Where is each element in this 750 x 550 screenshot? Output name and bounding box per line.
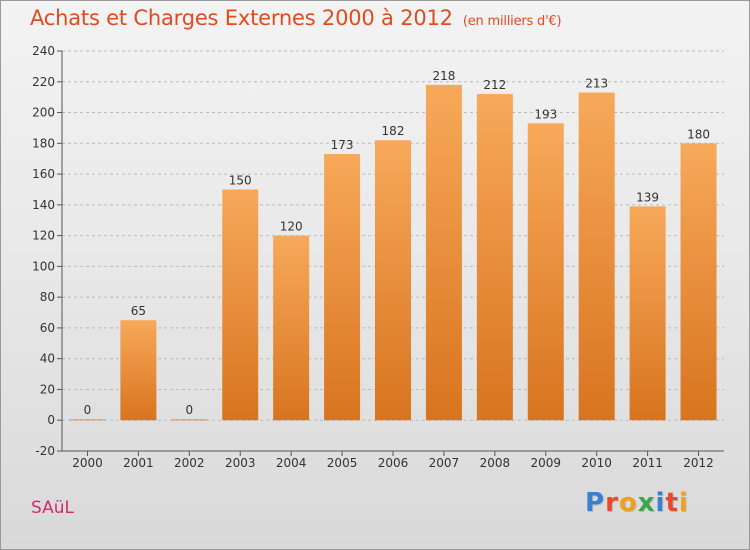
data-label: 65	[131, 304, 146, 318]
data-label: 139	[636, 190, 659, 204]
bar	[476, 94, 513, 421]
x-tick-label: 2001	[123, 456, 154, 470]
data-label: 120	[280, 220, 303, 234]
y-tick-label: 80	[40, 290, 55, 304]
chart-title-text: Achats et Charges Externes 2000 à 2012	[30, 6, 453, 30]
y-tick-label: 140	[32, 198, 55, 212]
y-tick-label: 20	[40, 382, 55, 396]
logo-letter: x	[637, 488, 656, 518]
x-tick-label: 2008	[480, 456, 511, 470]
y-tick-label: 160	[32, 167, 55, 181]
data-label: 0	[84, 403, 92, 417]
data-label: 0	[185, 403, 193, 417]
logo-letter: r	[605, 488, 619, 518]
x-tick-label: 2004	[276, 456, 307, 470]
data-label: 218	[432, 69, 455, 83]
x-tick-label: 2000	[72, 456, 103, 470]
bar	[171, 419, 208, 421]
bar	[222, 189, 259, 421]
logo-letter: P	[585, 488, 606, 518]
bar	[324, 154, 361, 421]
bar	[120, 320, 157, 421]
x-tick-label: 2007	[429, 456, 460, 470]
logo-letter: i	[678, 488, 689, 518]
proxiti-logo: Proxiti	[585, 488, 689, 518]
x-tick-label: 2009	[530, 456, 561, 470]
x-tick-label: 2006	[378, 456, 409, 470]
y-tick-label: 200	[32, 106, 55, 120]
data-label: 212	[483, 78, 506, 92]
bar	[69, 419, 106, 421]
logo-letter: t	[665, 488, 679, 518]
x-tick-label: 2011	[632, 456, 663, 470]
bar	[629, 206, 666, 421]
bar	[273, 235, 310, 421]
chart-unit: (en milliers d'€)	[462, 14, 562, 29]
data-label: 182	[382, 124, 405, 138]
y-tick-label: 180	[32, 136, 55, 150]
x-tick-label: 2002	[174, 456, 205, 470]
x-tick-label: 2012	[683, 456, 714, 470]
data-label: 180	[687, 127, 710, 141]
logo-letter: i	[655, 488, 666, 518]
y-tick-label: 40	[40, 352, 55, 366]
data-label: 150	[229, 173, 252, 187]
bar	[425, 84, 462, 421]
bar	[578, 92, 615, 421]
x-tick-label: 2005	[327, 456, 358, 470]
data-label: 193	[534, 107, 557, 121]
data-label: 173	[331, 138, 354, 152]
x-tick-label: 2010	[581, 456, 612, 470]
bar	[527, 123, 564, 421]
place-name: SAüL	[31, 498, 74, 518]
x-tick-label: 2003	[225, 456, 256, 470]
y-tick-label: 0	[47, 413, 55, 427]
y-tick-label: 220	[32, 75, 55, 89]
y-tick-label: 240	[32, 44, 55, 58]
y-tick-label: 100	[32, 259, 55, 273]
y-tick-label: 120	[32, 229, 55, 243]
data-label: 213	[585, 77, 608, 91]
y-tick-label: -20	[35, 444, 55, 458]
y-tick-label: 60	[40, 321, 55, 335]
bar	[375, 140, 411, 421]
chart-title: Achats et Charges Externes 2000 à 2012 (e…	[30, 6, 562, 30]
bar	[680, 143, 717, 421]
logo-letter: o	[618, 488, 638, 518]
